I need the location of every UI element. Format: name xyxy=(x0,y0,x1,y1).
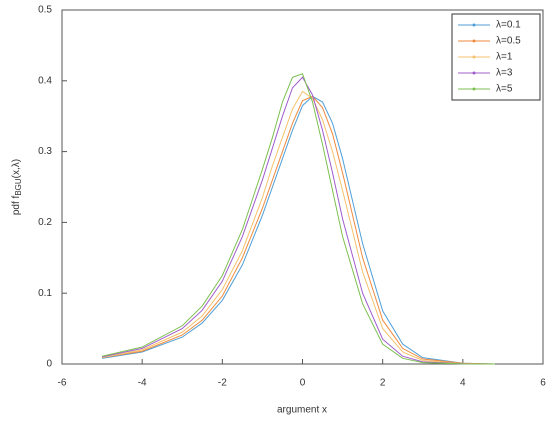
y-tick-label: 0.4 xyxy=(38,75,52,86)
x-tick-label: 4 xyxy=(460,378,466,389)
x-tick-label: -6 xyxy=(58,378,67,389)
y-tick-label: 0.2 xyxy=(38,217,52,228)
x-tick-label: 0 xyxy=(300,378,306,389)
x-tick-label: 2 xyxy=(380,378,386,389)
legend-label: λ=5 xyxy=(496,84,513,95)
legend-marker xyxy=(472,87,476,91)
series-line xyxy=(101,76,495,365)
x-tick-label: -4 xyxy=(138,378,147,389)
y-label-main: pdf f xyxy=(11,195,22,215)
y-tick-label: 0 xyxy=(46,359,52,370)
legend-marker xyxy=(472,39,476,43)
y-label-sub: BGU xyxy=(14,178,23,196)
legend-marker xyxy=(472,55,476,59)
y-tick-label: 0.5 xyxy=(38,5,52,16)
y-axis-label: pdf fBGU(x,λ) xyxy=(11,159,23,215)
legend-label: λ=0.1 xyxy=(496,20,521,31)
series-line xyxy=(101,90,495,365)
series-line xyxy=(102,95,495,365)
series-line xyxy=(101,73,495,365)
series-line xyxy=(102,95,495,365)
legend-marker xyxy=(472,23,476,27)
legend-label: λ=1 xyxy=(496,52,513,63)
legend-label: λ=0.5 xyxy=(496,36,521,47)
y-tick-label: 0.1 xyxy=(38,288,52,299)
x-tick-label: -2 xyxy=(218,378,227,389)
legend-label: λ=3 xyxy=(496,68,513,79)
legend-marker xyxy=(472,71,476,75)
y-label-args: (x,λ) xyxy=(11,159,22,178)
x-axis-label: argument x xyxy=(277,405,327,416)
y-tick-label: 0.3 xyxy=(38,146,52,157)
x-tick-label: 6 xyxy=(540,378,546,389)
